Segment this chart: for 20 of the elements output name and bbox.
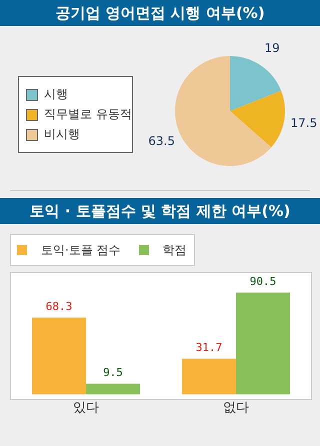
data-label: 17.5 (290, 116, 318, 130)
legend-label: 학점 (162, 242, 187, 258)
legend-label: 비시행 (44, 126, 80, 143)
data-label: 9.5 (103, 366, 123, 380)
legend-label: 토익·토플 점수 (41, 242, 121, 258)
bar (236, 292, 290, 394)
data-label: 90.5 (250, 275, 276, 288)
data-label: 31.7 (196, 341, 222, 354)
x-tick-label: 있다 (73, 400, 99, 416)
legend-label: 직무별로 유동적 (44, 106, 132, 123)
bar (32, 318, 86, 394)
chart-title: 공기업 영어면접 시행 여부(%) (0, 0, 320, 26)
chart-title: 토익 · 토플점수 및 학점 제한 여부(%) (0, 198, 320, 224)
data-label: 19 (264, 41, 280, 56)
data-label: 68.3 (46, 300, 72, 313)
bar (86, 384, 140, 394)
legend-label: 시행 (44, 86, 68, 103)
data-label: 63.5 (148, 134, 176, 148)
x-tick-label: 없다 (223, 400, 249, 416)
bar (182, 358, 236, 394)
